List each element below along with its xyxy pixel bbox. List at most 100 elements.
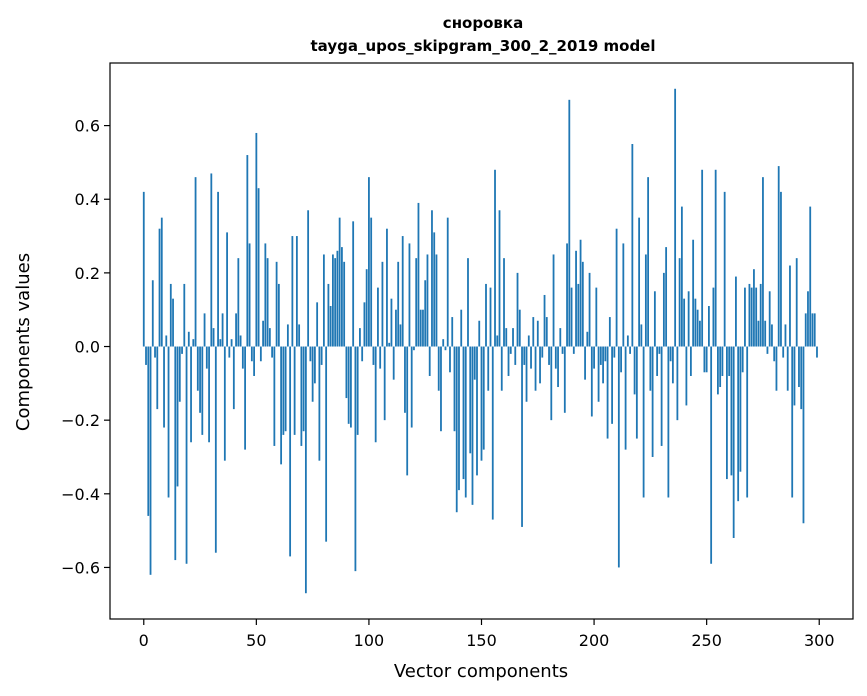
bar-295	[807, 291, 809, 347]
bar-79	[320, 346, 323, 365]
bar-280	[773, 346, 776, 362]
bar-200	[593, 346, 595, 369]
bar-3	[149, 346, 152, 575]
y-tick-label: −0.6	[61, 558, 100, 577]
bar-56	[268, 328, 271, 347]
y-tick-label: 0.4	[75, 190, 100, 209]
bar-182	[552, 254, 555, 347]
bar-5	[154, 346, 156, 358]
chart-title: сноровка	[443, 14, 523, 32]
bar-83	[329, 306, 332, 347]
bar-272	[755, 287, 758, 347]
bar-157	[496, 335, 499, 347]
bar-87	[338, 217, 341, 347]
bar-240	[683, 298, 686, 347]
bar-294	[804, 313, 807, 347]
bar-132	[440, 346, 442, 432]
bar-279	[771, 324, 773, 347]
bar-147	[473, 346, 476, 380]
bar-234	[669, 346, 672, 362]
bar-198	[588, 272, 591, 347]
bar-233	[667, 346, 670, 498]
bar-239	[680, 206, 683, 347]
bar-125	[424, 280, 427, 347]
plot-frame	[109, 62, 854, 620]
y-tick-label: −0.2	[61, 411, 100, 430]
bar-78	[318, 346, 321, 461]
bar-270	[750, 287, 753, 347]
y-tick-label: 0.2	[75, 264, 100, 283]
bar-4	[151, 280, 154, 347]
bar-283	[780, 191, 782, 347]
bar-67	[293, 346, 296, 435]
y-axis-ticks: −0.6 −0.4 −0.2 0.0 0.2 0.4 0.6	[61, 117, 110, 577]
bar-215	[626, 335, 629, 347]
bar-47	[248, 243, 251, 347]
bar-297	[811, 313, 814, 347]
bar-291	[798, 346, 800, 388]
y-tick-label: 0.6	[75, 117, 100, 136]
bar-28	[205, 346, 208, 369]
bar-98	[363, 302, 366, 347]
bar-207	[608, 317, 611, 347]
bar-108	[386, 228, 388, 347]
bar-99	[365, 269, 368, 347]
bar-276	[764, 320, 767, 347]
bar-103	[374, 346, 377, 443]
bar-127	[428, 346, 431, 376]
bar-250	[705, 346, 708, 373]
bar-226	[651, 346, 654, 457]
bar-8	[160, 217, 163, 347]
bar-257	[721, 346, 724, 376]
bar-253	[712, 287, 715, 347]
bar-244	[692, 239, 695, 347]
bar-170	[525, 346, 528, 402]
x-tick-label: 0	[139, 631, 149, 650]
bar-235	[671, 346, 674, 384]
bar-101	[370, 217, 373, 347]
bar-145	[469, 346, 472, 454]
bar-61	[280, 346, 283, 465]
bar-298	[813, 313, 816, 347]
bar-263	[735, 276, 737, 347]
x-axis-label: Vector components	[394, 661, 568, 682]
bar-68	[295, 236, 298, 347]
bar-51	[257, 188, 260, 347]
bar-119	[410, 346, 413, 428]
bar-214	[624, 346, 627, 450]
bar-69	[298, 324, 301, 347]
bar-299	[816, 346, 818, 358]
bar-116	[404, 346, 406, 413]
bar-110	[390, 298, 393, 347]
bar-264	[737, 346, 740, 502]
bar-2	[147, 346, 150, 516]
bar-104	[377, 287, 379, 347]
bar-128	[431, 210, 433, 347]
bar-271	[753, 269, 755, 347]
bar-199	[590, 346, 593, 417]
bar-21	[190, 346, 192, 443]
bar-135	[446, 217, 449, 347]
x-axis-ticks: 0 50 100 150 200 250 300	[139, 619, 835, 650]
bar-89	[343, 261, 346, 347]
bar-88	[341, 247, 343, 347]
bar-109	[388, 342, 391, 347]
bar-53	[262, 320, 264, 347]
bar-163	[509, 346, 512, 354]
bars-group	[142, 88, 818, 594]
bar-287	[789, 265, 791, 347]
bar-281	[775, 346, 778, 391]
bar-111	[392, 346, 395, 380]
bar-102	[372, 346, 375, 365]
bar-267	[744, 287, 746, 347]
bar-202	[597, 346, 600, 402]
bar-76	[313, 346, 316, 384]
bar-148	[476, 346, 478, 476]
bar-115	[401, 236, 404, 347]
bar-161	[505, 328, 508, 347]
bar-278	[768, 291, 771, 347]
bar-13	[172, 298, 174, 347]
bar-286	[786, 346, 789, 391]
